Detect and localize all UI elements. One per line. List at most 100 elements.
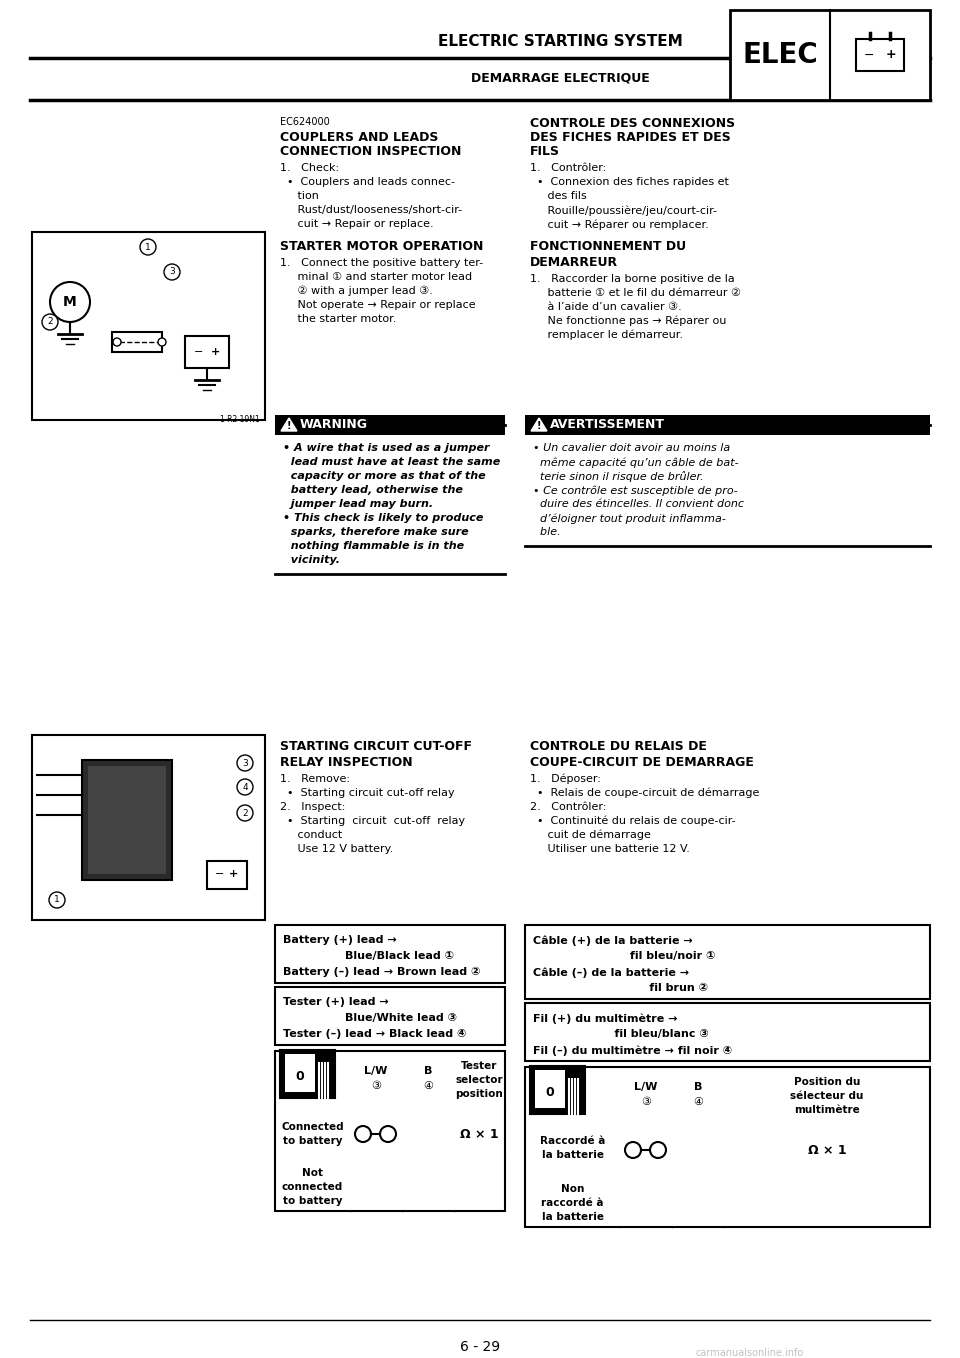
Text: 0: 0 xyxy=(545,1086,554,1099)
Text: fil bleu/noir ①: fil bleu/noir ① xyxy=(533,951,715,961)
Text: DES FICHES RAPIDES ET DES: DES FICHES RAPIDES ET DES xyxy=(530,130,731,144)
Text: ② with a jumper lead ③.: ② with a jumper lead ③. xyxy=(280,287,433,296)
Text: Connected: Connected xyxy=(281,1122,344,1133)
Text: L/W: L/W xyxy=(635,1082,658,1092)
Text: Use 12 V battery.: Use 12 V battery. xyxy=(280,845,394,854)
Text: Tester (+) lead →: Tester (+) lead → xyxy=(283,997,389,1008)
Text: Battery (+) lead →: Battery (+) lead → xyxy=(283,936,396,945)
Text: ③: ③ xyxy=(371,1081,381,1090)
Text: • A wire that is used as a jumper: • A wire that is used as a jumper xyxy=(283,443,490,454)
Text: RELAY INSPECTION: RELAY INSPECTION xyxy=(280,756,413,769)
Text: remplacer le démarreur.: remplacer le démarreur. xyxy=(530,330,683,341)
Text: Câble (+) de la batterie →: Câble (+) de la batterie → xyxy=(533,936,693,945)
Text: +: + xyxy=(210,348,220,357)
Text: Rust/dust/looseness/short-cir-: Rust/dust/looseness/short-cir- xyxy=(280,205,462,215)
Text: connected: connected xyxy=(282,1181,343,1192)
Text: FONCTIONNEMENT DU: FONCTIONNEMENT DU xyxy=(530,240,686,253)
Text: to battery: to battery xyxy=(283,1137,343,1146)
Text: Battery (–) lead → Brown lead ②: Battery (–) lead → Brown lead ② xyxy=(283,967,480,978)
Text: Raccordé à: Raccordé à xyxy=(540,1137,605,1146)
Text: Rouille/poussière/jeu/court-cir-: Rouille/poussière/jeu/court-cir- xyxy=(530,205,717,216)
Text: ④: ④ xyxy=(423,1081,433,1090)
Bar xyxy=(856,39,904,71)
Text: à l’aide d’un cavalier ③.: à l’aide d’un cavalier ③. xyxy=(530,301,682,312)
Text: Fil (–) du multimètre → fil noir ④: Fil (–) du multimètre → fil noir ④ xyxy=(533,1046,732,1055)
Bar xyxy=(82,760,172,880)
Text: la batterie: la batterie xyxy=(541,1150,604,1160)
Text: duire des étincelles. Il convient donc: duire des étincelles. Il convient donc xyxy=(533,498,744,509)
Text: Ω × 1: Ω × 1 xyxy=(460,1127,499,1141)
Text: 1.   Connect the positive battery ter-: 1. Connect the positive battery ter- xyxy=(280,258,483,268)
Text: the starter motor.: the starter motor. xyxy=(280,314,396,325)
Text: jumper lead may burn.: jumper lead may burn. xyxy=(283,498,433,509)
Text: vicinity.: vicinity. xyxy=(283,555,340,565)
Bar xyxy=(535,1070,565,1108)
Text: 1.   Contrôler:: 1. Contrôler: xyxy=(530,163,607,172)
Text: • Un cavalier doit avoir au moins la: • Un cavalier doit avoir au moins la xyxy=(533,443,731,454)
Bar xyxy=(32,232,265,420)
Text: la batterie: la batterie xyxy=(541,1211,604,1222)
Text: Ω × 1: Ω × 1 xyxy=(807,1143,847,1157)
Bar xyxy=(530,1066,585,1114)
Text: Position du: Position du xyxy=(794,1077,860,1086)
Text: 4: 4 xyxy=(242,782,248,792)
Text: tion: tion xyxy=(280,191,319,201)
Text: −: − xyxy=(194,348,204,357)
Bar xyxy=(275,987,505,1046)
Text: CONTROLE DES CONNEXIONS: CONTROLE DES CONNEXIONS xyxy=(530,117,735,130)
Text: capacity or more as that of the: capacity or more as that of the xyxy=(283,471,486,481)
Text: Not: Not xyxy=(302,1168,323,1177)
Text: Tester (–) lead → Black lead ④: Tester (–) lead → Black lead ④ xyxy=(283,1029,467,1039)
Text: • This check is likely to produce: • This check is likely to produce xyxy=(283,513,484,523)
Text: •  Continuité du relais de coupe-cir-: • Continuité du relais de coupe-cir- xyxy=(530,816,735,827)
Text: 1: 1 xyxy=(145,243,151,251)
Bar xyxy=(275,1051,505,1211)
Text: lead must have at least the same: lead must have at least the same xyxy=(283,458,500,467)
Text: to battery: to battery xyxy=(283,1196,343,1206)
Text: fil brun ②: fil brun ② xyxy=(533,983,708,993)
Text: ble.: ble. xyxy=(533,527,561,536)
Text: 2.   Contrôler:: 2. Contrôler: xyxy=(530,803,607,812)
Bar xyxy=(32,735,265,919)
Text: +: + xyxy=(229,869,239,879)
Text: nothing flammable is in the: nothing flammable is in the xyxy=(283,540,464,551)
Text: Blue/White lead ③: Blue/White lead ③ xyxy=(283,1013,457,1023)
Bar xyxy=(525,416,930,435)
Circle shape xyxy=(164,263,180,280)
Text: 1.   Check:: 1. Check: xyxy=(280,163,339,172)
Text: STARTING CIRCUIT CUT-OFF: STARTING CIRCUIT CUT-OFF xyxy=(280,740,472,752)
Text: CONTROLE DU RELAIS DE: CONTROLE DU RELAIS DE xyxy=(530,740,707,752)
Text: carmanualsonline.info: carmanualsonline.info xyxy=(696,1348,804,1358)
Text: 3: 3 xyxy=(169,268,175,277)
Text: Câble (–) de la batterie →: Câble (–) de la batterie → xyxy=(533,967,689,978)
Text: 1: 1 xyxy=(54,895,60,904)
Text: sélecteur du: sélecteur du xyxy=(790,1090,864,1101)
Text: B: B xyxy=(694,1082,702,1092)
Text: −: − xyxy=(215,869,225,879)
Text: batterie ① et le fil du démarreur ②: batterie ① et le fil du démarreur ② xyxy=(530,288,741,297)
Text: EC624000: EC624000 xyxy=(280,117,329,128)
Bar xyxy=(207,861,247,889)
Circle shape xyxy=(237,805,253,822)
Bar xyxy=(112,331,162,352)
Text: ③: ③ xyxy=(641,1097,651,1107)
Circle shape xyxy=(237,779,253,794)
Bar xyxy=(525,1067,930,1228)
Text: 1.   Remove:: 1. Remove: xyxy=(280,774,350,784)
Text: multimètre: multimètre xyxy=(794,1105,860,1115)
Circle shape xyxy=(140,239,156,255)
Text: battery lead, otherwise the: battery lead, otherwise the xyxy=(283,485,463,496)
Text: ELEC: ELEC xyxy=(742,41,818,69)
Text: FILS: FILS xyxy=(530,145,560,158)
Text: 1.   Raccorder la borne positive de la: 1. Raccorder la borne positive de la xyxy=(530,274,734,284)
Text: L/W: L/W xyxy=(364,1066,388,1076)
Text: sparks, therefore make sure: sparks, therefore make sure xyxy=(283,527,468,536)
Text: 1 R2 19N1: 1 R2 19N1 xyxy=(220,416,260,424)
Text: DEMARRAGE ELECTRIQUE: DEMARRAGE ELECTRIQUE xyxy=(470,72,649,84)
Text: •  Starting  circuit  cut-off  relay: • Starting circuit cut-off relay xyxy=(280,816,466,826)
Text: •  Starting circuit cut-off relay: • Starting circuit cut-off relay xyxy=(280,788,455,799)
Bar xyxy=(730,10,930,100)
Text: 3: 3 xyxy=(242,759,248,767)
Text: Utiliser une batterie 12 V.: Utiliser une batterie 12 V. xyxy=(530,845,690,854)
Text: Ne fonctionne pas → Réparer ou: Ne fonctionne pas → Réparer ou xyxy=(530,316,727,326)
